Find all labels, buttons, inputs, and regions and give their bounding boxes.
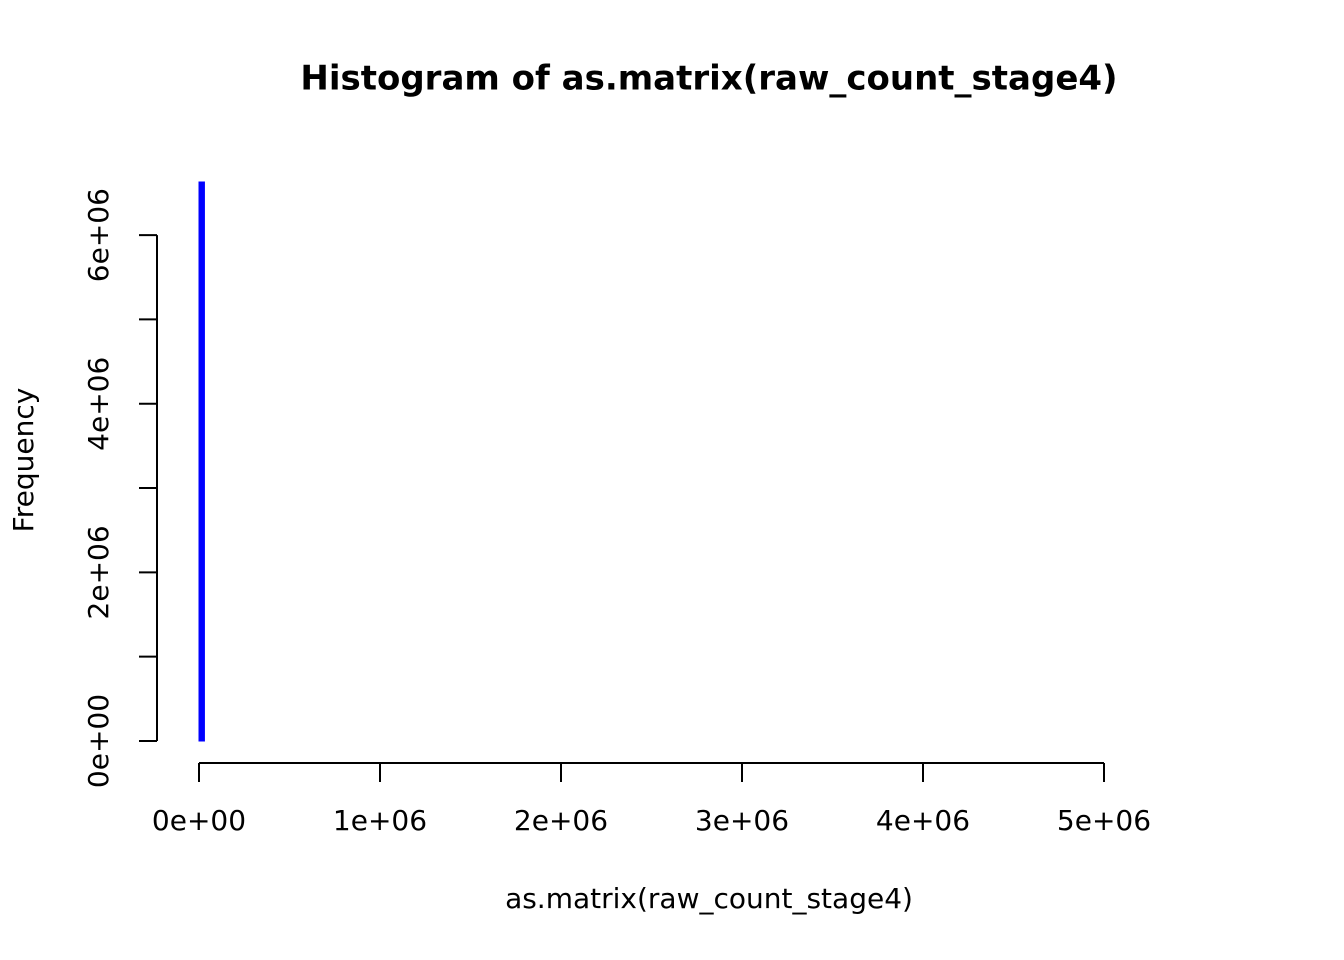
x-tick-label: 3e+06: [695, 804, 789, 837]
x-tick-label: 4e+06: [876, 804, 970, 837]
y-tick-label: 6e+06: [82, 188, 115, 282]
y-tick-label: 0e+00: [82, 694, 115, 788]
y-axis-label: Frequency: [7, 388, 40, 533]
x-tick-label: 1e+06: [333, 804, 427, 837]
x-tick-label: 0e+00: [152, 804, 246, 837]
chart-title: Histogram of as.matrix(raw_count_stage4): [300, 59, 1117, 99]
y-tick-label: 2e+06: [82, 525, 115, 619]
x-axis-label: as.matrix(raw_count_stage4): [505, 882, 913, 915]
y-tick-label: 4e+06: [82, 357, 115, 451]
x-tick-label: 5e+06: [1057, 804, 1151, 837]
x-tick-label: 2e+06: [514, 804, 608, 837]
bar: [198, 181, 205, 742]
